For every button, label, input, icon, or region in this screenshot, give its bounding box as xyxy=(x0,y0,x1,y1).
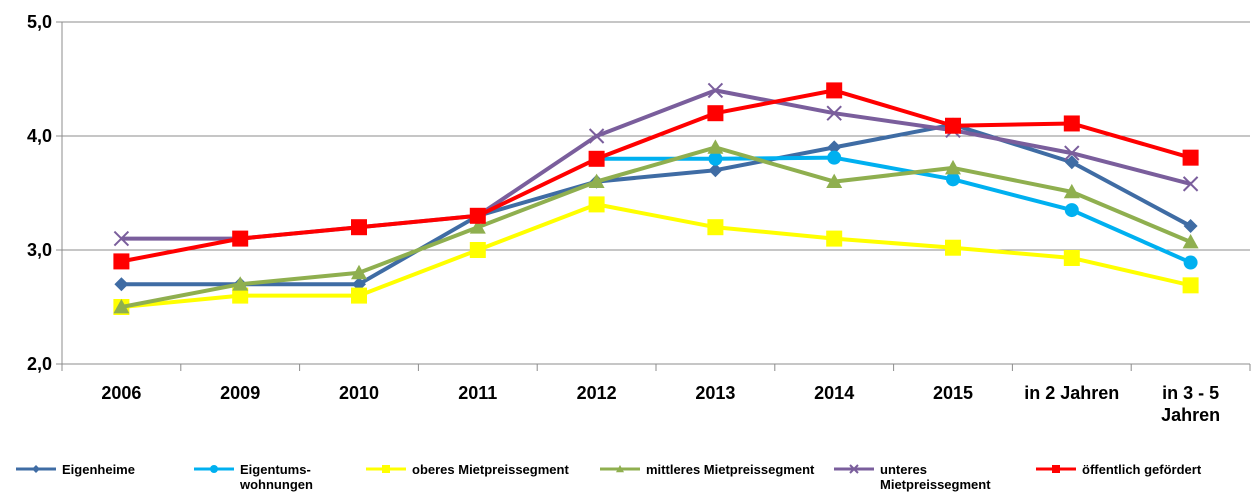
legend-label: unteres Mietpreissegment xyxy=(880,462,991,492)
y-tick-label: 5,0 xyxy=(27,12,52,32)
x-tick-label: in 2 Jahren xyxy=(1024,383,1120,403)
marker xyxy=(351,264,367,280)
marker xyxy=(945,117,961,134)
marker xyxy=(469,242,486,258)
marker xyxy=(588,173,605,188)
legend-swatch xyxy=(194,465,234,473)
marker xyxy=(616,465,624,473)
legend-swatch xyxy=(834,464,874,474)
marker xyxy=(210,465,218,473)
legend-label: Eigenheime xyxy=(62,462,135,477)
marker xyxy=(32,465,40,473)
marker xyxy=(826,105,842,121)
y-tick-label: 4,0 xyxy=(27,126,52,146)
series xyxy=(113,82,1199,270)
marker xyxy=(1064,145,1080,161)
legend-swatch xyxy=(366,465,406,473)
marker xyxy=(1064,203,1079,218)
x-tick-label: 2006 xyxy=(101,383,142,403)
x-tick-label: 2009 xyxy=(220,383,261,403)
marker xyxy=(1063,115,1080,132)
x-tick-label: in 3 - 5 Jahren xyxy=(1161,383,1221,425)
x-tick-label: 2013 xyxy=(695,383,736,403)
marker xyxy=(945,239,961,256)
marker xyxy=(1063,183,1080,199)
legend-swatch xyxy=(1036,465,1076,473)
marker xyxy=(113,253,130,270)
series xyxy=(113,196,1199,315)
y-tick-label: 3,0 xyxy=(27,240,52,260)
marker xyxy=(1182,176,1199,192)
marker xyxy=(351,219,367,236)
marker xyxy=(382,465,390,473)
marker xyxy=(707,139,724,154)
legend-item: Eigentums- wohnungen xyxy=(192,462,340,492)
series xyxy=(113,139,1199,314)
marker xyxy=(588,128,605,144)
x-tick-label: 2014 xyxy=(814,383,855,403)
marker xyxy=(707,105,724,122)
marker xyxy=(1182,234,1199,249)
marker xyxy=(707,82,724,99)
marker xyxy=(351,287,367,304)
marker xyxy=(232,287,249,304)
legend-label: oberes Mietpreissegment xyxy=(412,462,569,477)
legend-swatch xyxy=(600,465,640,473)
legend-item: oberes Mietpreissegment xyxy=(364,462,569,477)
marker xyxy=(1183,219,1198,234)
marker xyxy=(826,230,843,247)
marker xyxy=(114,277,129,292)
marker xyxy=(1052,465,1060,473)
x-tick-label: 2010 xyxy=(338,383,380,403)
marker xyxy=(1182,149,1199,166)
line xyxy=(121,202,1192,309)
y-tick-label: 2,0 xyxy=(27,354,52,374)
legend-item: öffentlich gefördert xyxy=(1034,462,1201,477)
marker xyxy=(1064,155,1079,170)
line xyxy=(121,122,1192,287)
marker xyxy=(827,140,842,155)
marker xyxy=(232,276,249,291)
marker xyxy=(113,299,130,314)
legend-item: Eigenheime xyxy=(14,462,135,477)
marker xyxy=(232,230,249,247)
marker xyxy=(1182,277,1199,294)
marker xyxy=(469,219,486,234)
marker xyxy=(849,464,859,474)
marker xyxy=(945,159,961,175)
legend-label: mittleres Mietpreissegment xyxy=(646,462,815,477)
line xyxy=(596,155,1192,265)
legend-swatch xyxy=(16,465,56,473)
marker xyxy=(827,150,842,165)
series xyxy=(114,117,1198,292)
series xyxy=(589,150,1198,270)
marker xyxy=(826,173,843,188)
marker xyxy=(708,163,723,178)
x-tick-label: 2012 xyxy=(576,383,617,403)
x-tick-label: 2011 xyxy=(458,383,498,403)
x-tick-label: 2015 xyxy=(932,383,974,403)
marker xyxy=(946,172,960,187)
marker xyxy=(1183,255,1198,270)
marker xyxy=(588,196,605,213)
marker xyxy=(708,151,723,166)
marker xyxy=(826,82,843,99)
marker xyxy=(707,219,724,236)
line xyxy=(121,88,1192,264)
legend-label: öffentlich gefördert xyxy=(1082,462,1202,477)
marker xyxy=(1063,249,1080,266)
legend-item: unteres Mietpreissegment xyxy=(832,462,1000,492)
legend-label: Eigentums- wohnungen xyxy=(240,462,313,492)
marker xyxy=(588,150,605,167)
line xyxy=(121,145,1192,309)
marker xyxy=(469,207,486,224)
marker xyxy=(113,230,130,247)
legend-item: mittleres Mietpreissegment xyxy=(598,462,814,477)
